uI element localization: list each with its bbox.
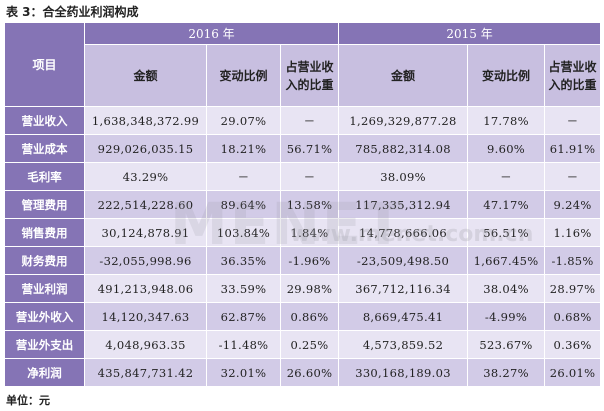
table-cell: 32.01%: [206, 358, 281, 387]
table-cell: －: [467, 162, 546, 191]
table-cell: 13.58%: [279, 190, 340, 219]
table-cell: 30,124,878.91: [84, 218, 207, 247]
table-cell: 491,213,948.06: [84, 274, 207, 303]
table-cell: 0.36%: [544, 330, 602, 359]
row-label: 毛利率: [4, 162, 85, 191]
col-amount-2016: 金额: [84, 44, 207, 107]
table-cell: 523.67%: [467, 330, 546, 359]
table-row: 净利润 435,847,731.42 32.01% 26.60% 330,168…: [4, 358, 602, 387]
table-cell: 89.64%: [206, 190, 281, 219]
table-cell: 367,712,116.34: [338, 274, 469, 303]
table-cell: -32,055,998.96: [84, 246, 207, 275]
row-label: 销售费用: [4, 218, 85, 247]
year-2016-header: 2016 年: [83, 22, 340, 45]
table-cell: 18.21%: [206, 134, 281, 163]
table-cell: 1,667.45%: [467, 246, 546, 275]
table-row: 营业利润 491,213,948.06 33.59% 29.98% 367,71…: [4, 274, 602, 303]
table-cell: 36.35%: [206, 246, 281, 275]
row-label: 净利润: [4, 358, 85, 387]
table-cell: 43.29%: [84, 162, 207, 191]
table-cell: 26.01%: [544, 358, 602, 387]
table-cell: 222,514,228.60: [84, 190, 207, 219]
table-row: 营业外支出 4,048,963.35 -11.48% 0.25% 4,573,8…: [4, 330, 602, 359]
table-cell: 28.97%: [544, 274, 602, 303]
table-row: 财务费用 -32,055,998.96 36.35% -1.96% -23,50…: [4, 246, 602, 275]
col-change-2015: 变动比例: [467, 44, 546, 107]
table-row: 毛利率 43.29% － － 38.09% － －: [4, 162, 602, 191]
column-header-row: 金额 变动比例 占营业收入的比重 金额 变动比例 占营业收入的比重: [5, 44, 602, 107]
col-amount-2015: 金额: [338, 44, 469, 107]
col-share-2015: 占营业收入的比重: [544, 44, 602, 107]
table-cell: －: [279, 106, 340, 135]
table-cell: 4,573,859.52: [338, 330, 469, 359]
table-cell: 29.98%: [279, 274, 340, 303]
table-row: 销售费用 30,124,878.91 103.84% 1.84% 14,778,…: [4, 218, 602, 247]
year-2015-header: 2015 年: [338, 22, 602, 45]
table-cell: 0.86%: [279, 302, 340, 331]
table-cell: －: [206, 162, 281, 191]
table-cell: 33.59%: [206, 274, 281, 303]
table-cell: 0.25%: [279, 330, 340, 359]
table-cell: 1.16%: [544, 218, 602, 247]
table-cell: -11.48%: [206, 330, 281, 359]
table-cell: -1.85%: [544, 246, 602, 275]
table-row: 营业收入 1,638,348,372.99 29.07% － 1,269,329…: [4, 106, 602, 135]
table-cell: 38.09%: [338, 162, 469, 191]
table-cell: 56.71%: [279, 134, 340, 163]
table-row: 管理费用 222,514,228.60 89.64% 13.58% 117,33…: [4, 190, 602, 219]
table-cell: －: [544, 106, 602, 135]
table-row: 营业外收入 14,120,347.63 62.87% 0.86% 8,669,4…: [4, 302, 602, 331]
col-share-2016: 占营业收入的比重: [279, 44, 340, 107]
table-cell: －: [544, 162, 602, 191]
table-cell: 0.68%: [544, 302, 602, 331]
item-header: 项目: [4, 22, 85, 107]
table-cell: -23,509,498.50: [338, 246, 469, 275]
table-cell: 14,778,666.06: [338, 218, 469, 247]
table-cell: 1,269,329,877.28: [338, 106, 469, 135]
table-cell: 56.51%: [467, 218, 546, 247]
table-cell: 785,882,314.08: [338, 134, 469, 163]
table-cell: 38.04%: [467, 274, 546, 303]
table-cell: -1.96%: [279, 246, 340, 275]
table-cell: 26.60%: [279, 358, 340, 387]
table-cell: 8,669,475.41: [338, 302, 469, 331]
table-cell: 9.24%: [544, 190, 602, 219]
table-caption: 表 3：合全药业利润构成: [6, 5, 139, 19]
table-cell: 4,048,963.35: [84, 330, 207, 359]
table-cell: 117,335,312.94: [338, 190, 469, 219]
row-label: 管理费用: [4, 190, 85, 219]
year-header-row: 项目 2016 年 2015 年: [4, 22, 602, 107]
row-label: 营业利润: [4, 274, 85, 303]
table-cell: 62.87%: [206, 302, 281, 331]
table-cell: 1,638,348,372.99: [84, 106, 207, 135]
table-cell: 61.91%: [544, 134, 602, 163]
table-cell: -4.99%: [467, 302, 546, 331]
row-label: 营业外收入: [4, 302, 85, 331]
table-cell: 929,026,035.15: [84, 134, 207, 163]
row-label: 营业成本: [4, 134, 85, 163]
profit-table: 项目 2016 年 2015 年 金额 变动比例 占营业收入的比重 金额 变动比…: [4, 22, 602, 387]
table-cell: 47.17%: [467, 190, 546, 219]
table-cell: 103.84%: [206, 218, 281, 247]
row-label: 营业外支出: [4, 330, 85, 359]
table-cell: 29.07%: [206, 106, 281, 135]
table-cell: 435,847,731.42: [84, 358, 207, 387]
table-cell: 9.60%: [467, 134, 546, 163]
row-label: 财务费用: [4, 246, 85, 275]
row-label: 营业收入: [4, 106, 85, 135]
col-change-2016: 变动比例: [206, 44, 281, 107]
unit-note: 单位：元: [6, 394, 50, 407]
table-row: 营业成本 929,026,035.15 18.21% 56.71% 785,88…: [4, 134, 602, 163]
table-cell: 1.84%: [279, 218, 340, 247]
table-cell: 17.78%: [467, 106, 546, 135]
table-cell: 14,120,347.63: [84, 302, 207, 331]
table-cell: 330,168,189.03: [338, 358, 469, 387]
table-cell: 38.27%: [467, 358, 546, 387]
table-cell: －: [279, 162, 340, 191]
